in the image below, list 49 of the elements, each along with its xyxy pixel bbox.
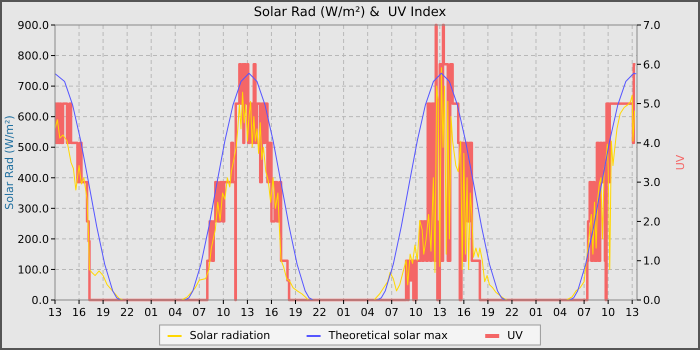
y-tick-label: 400.0: [18, 172, 49, 185]
legend-label: Theoretical solar max: [328, 329, 448, 342]
y-tick-label: 0.0: [32, 294, 49, 307]
y2-tick-label: 5.0: [643, 98, 660, 111]
x-tick-label: 16: [264, 306, 278, 319]
y2-tick-label: 7.0: [643, 19, 660, 32]
x-tick-label: 10: [408, 306, 423, 319]
x-tick-label: 01: [144, 306, 158, 319]
y-tick-label: 200.0: [18, 232, 49, 246]
x-tick-label: 01: [528, 306, 543, 319]
x-tick-label: 19: [288, 306, 302, 319]
x-tick-label: 19: [480, 306, 495, 319]
y2-tick-label: 2.0: [643, 215, 660, 228]
x-tick-label: 22: [312, 306, 327, 319]
x-tick-label: 07: [384, 306, 399, 319]
legend-label: Solar radiation: [190, 329, 270, 342]
y-axis-title: Solar Rad (W/m²): [3, 115, 16, 210]
y2-tick-label: 0.0: [643, 294, 660, 307]
y2-tick-label: 6.0: [643, 58, 660, 72]
x-tick-label: 13: [432, 306, 447, 319]
x-tick-label: 13: [625, 306, 640, 319]
y-tick-label: 800.0: [18, 50, 49, 63]
y-tick-label: 900.0: [18, 19, 49, 32]
x-tick-label: 07: [577, 306, 592, 319]
y-tick-label: 500.0: [18, 141, 49, 154]
x-tick-label: 22: [120, 306, 134, 319]
x-tick-label: 04: [360, 306, 375, 319]
x-tick-label: 10: [601, 306, 616, 319]
x-tick-label: 19: [96, 306, 110, 319]
y-tick-label: 600.0: [18, 110, 49, 124]
y-tick-label: 300.0: [18, 202, 49, 216]
legend-label: UV: [507, 329, 524, 342]
x-tick-label: 22: [504, 306, 519, 319]
y-tick-label: 700.0: [18, 80, 49, 94]
x-tick-label: 07: [192, 306, 206, 319]
x-tick-label: 13: [48, 306, 62, 319]
x-tick-label: 04: [168, 306, 182, 319]
chart-title: Solar Rad (W/m²) & UV Index: [254, 5, 447, 20]
x-tick-label: 16: [456, 306, 471, 319]
x-tick-label: 01: [336, 306, 351, 319]
y2-axis-title: UV: [674, 154, 687, 170]
x-tick-label: 16: [72, 306, 86, 319]
y2-tick-label: 3.0: [643, 176, 660, 190]
y2-tick-label: 1.0: [643, 254, 660, 268]
y2-tick-label: 4.0: [643, 136, 660, 150]
y-tick-label: 100.0: [18, 263, 49, 276]
x-tick-label: 04: [553, 306, 568, 319]
x-tick-label: 13: [240, 306, 254, 319]
x-tick-label: 10: [216, 306, 230, 319]
